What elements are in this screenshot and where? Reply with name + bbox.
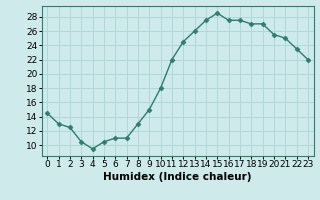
X-axis label: Humidex (Indice chaleur): Humidex (Indice chaleur) — [103, 172, 252, 182]
